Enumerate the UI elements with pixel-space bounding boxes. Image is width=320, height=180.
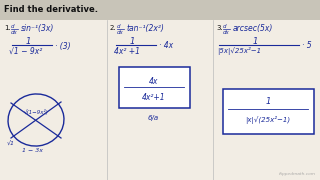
Text: d: d: [223, 24, 227, 29]
Text: 1.: 1.: [4, 25, 11, 31]
Text: |5x|√25x²−1: |5x|√25x²−1: [217, 47, 261, 55]
Text: d: d: [117, 24, 121, 29]
Text: 4x² +1: 4x² +1: [114, 46, 140, 55]
Text: 6/a: 6/a: [148, 115, 159, 121]
Text: tan⁻¹(2x²): tan⁻¹(2x²): [127, 24, 165, 33]
Text: 1: 1: [253, 37, 258, 46]
FancyBboxPatch shape: [118, 66, 189, 107]
Text: √1: √1: [7, 140, 15, 146]
Text: √(1−9x²): √(1−9x²): [24, 109, 49, 115]
Text: flippedmath.com: flippedmath.com: [279, 172, 316, 176]
Text: √1 − 9x²: √1 − 9x²: [9, 46, 42, 55]
Text: 4x: 4x: [149, 76, 159, 86]
Text: 1: 1: [265, 98, 271, 107]
Text: dx: dx: [117, 30, 124, 35]
Text: 3.: 3.: [216, 25, 223, 31]
Text: dx: dx: [11, 30, 18, 35]
Text: 1: 1: [26, 37, 31, 46]
FancyBboxPatch shape: [222, 89, 314, 134]
Text: 1: 1: [130, 37, 135, 46]
Text: 4x²+1: 4x²+1: [142, 93, 166, 102]
Circle shape: [245, 98, 259, 112]
Text: sin⁻¹(3x): sin⁻¹(3x): [21, 24, 54, 33]
Text: 2.: 2.: [110, 25, 116, 31]
Text: |x|√(25x²−1): |x|√(25x²−1): [245, 116, 291, 124]
Text: Find the derivative.: Find the derivative.: [4, 6, 98, 15]
Text: d: d: [11, 24, 14, 29]
Text: · 5: · 5: [302, 42, 312, 51]
Text: 1 − 3x: 1 − 3x: [22, 147, 43, 152]
Text: · 4x: · 4x: [159, 42, 173, 51]
Text: arcsec(5x): arcsec(5x): [233, 24, 273, 33]
Bar: [0, 0, 320, 20]
Text: dx: dx: [223, 30, 230, 35]
Text: · (3): · (3): [55, 42, 71, 51]
